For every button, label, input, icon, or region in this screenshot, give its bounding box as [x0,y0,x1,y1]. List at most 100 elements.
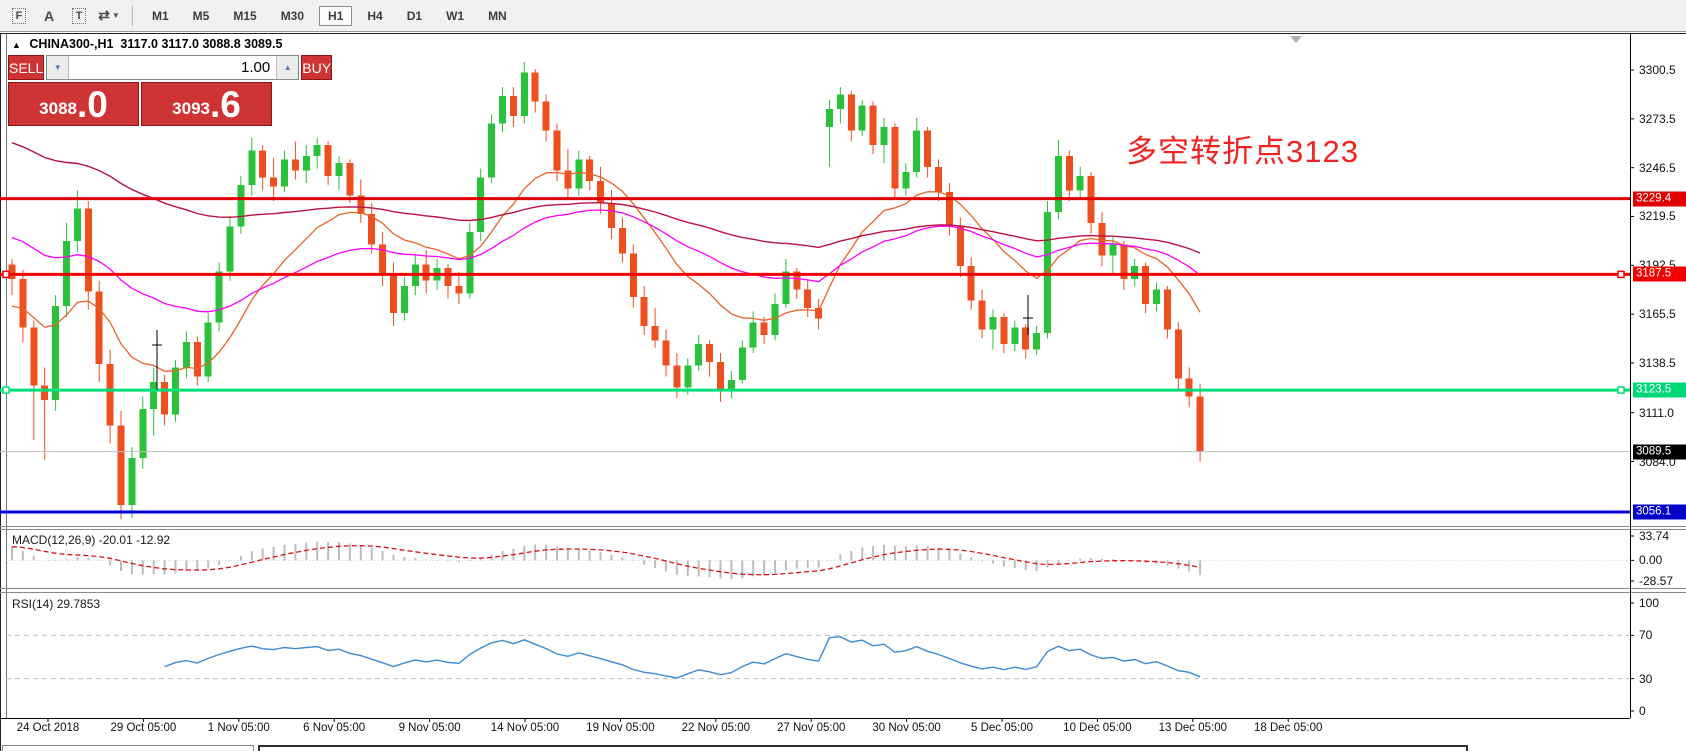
buy-price-display[interactable]: 3093 .6 [141,82,272,126]
macd-axis-label: -28.57 [1639,574,1674,588]
rsi-line [164,635,1201,679]
date-label: 6 Nov 05:00 [303,722,366,734]
candle-body [858,105,866,131]
candle-body [444,268,452,287]
price-tag-3056.1: 3056.1 [1633,504,1686,520]
candle-body [8,264,16,279]
timeframe-button-m1[interactable]: M1 [152,8,169,23]
candle-body [749,322,757,348]
candle-body [335,163,343,176]
arrows-tool-glyph: ⇄ [98,7,110,23]
timeframe-button-m30[interactable]: M30 [280,8,305,23]
timeframe-button-d1[interactable]: D1 [406,8,423,23]
candle-body [1000,316,1008,344]
candle-body [1065,155,1073,191]
grid-f-tool-icon[interactable]: F [6,4,32,28]
candle-body [270,177,278,187]
line-handle[interactable] [1617,270,1625,279]
candle-body [466,231,474,294]
timeframe-button-h1[interactable]: H1 [319,5,353,26]
bottom-window-fragment-right [258,745,1468,751]
volume-decrease-button[interactable]: ▼ [47,56,70,79]
date-label: 19 Nov 05:00 [586,722,655,734]
one-click-trade-panel: SELL ▼ ▲ BUY 3088 .0 3093 .6 [8,55,333,126]
candle-body [891,126,899,189]
candle-body [520,72,528,117]
candle-body [738,347,746,381]
candle-body [41,385,49,401]
candle-body [967,266,975,301]
price-tag-3089.5: 3089.5 [1633,444,1686,460]
buy-price-frac: .6 [209,83,241,125]
volume-increase-button[interactable]: ▲ [276,56,299,79]
candle-body [259,150,267,178]
buy-button[interactable]: BUY [301,55,333,80]
timeframe-button-mn[interactable]: MN [488,8,507,23]
price-tick-label: 3219.5 [1639,209,1676,224]
candle-body [117,425,125,505]
symbol-period-label: CHINA300-,H1 [29,37,114,51]
candle-body [727,380,735,392]
text-label-tool-icon[interactable]: A [36,4,62,28]
timeframe-button-w1[interactable]: W1 [446,8,465,23]
candle-body [204,322,212,377]
candle-body [302,155,310,171]
text-a-tool-label: A [43,7,55,24]
sell-button[interactable]: SELL [8,55,45,80]
candle-body [1174,329,1182,379]
textbox-tool-icon[interactable]: T [66,4,92,28]
candle-body [281,159,288,187]
candle-body [913,130,921,173]
candle-body [706,343,714,363]
line-handle[interactable] [2,270,10,279]
collapse-triangle-icon[interactable]: ▲ [12,40,21,50]
arrows-tool-icon[interactable]: ⇄ ▼ [96,4,122,28]
volume-stepper: ▼ ▲ [46,55,300,80]
candle-body [52,306,60,401]
price-tick-label: 3165.5 [1639,307,1676,322]
candle-body [815,307,823,319]
timeframe-button-m15[interactable]: M15 [233,8,257,23]
date-label: 14 Nov 05:00 [490,722,560,734]
candle-body [1022,327,1030,350]
macd-signal-line [11,545,1201,576]
candle-body [357,195,365,214]
candle-body [128,457,136,505]
candle-body [847,94,855,131]
line-handle[interactable] [1617,386,1625,394]
date-label: 18 Dec 05:00 [1253,722,1323,734]
candle-body [804,289,812,308]
chevron-down-icon[interactable]: ▼ [111,11,120,20]
line-handle[interactable] [2,386,10,394]
price-tick-label: 3273.5 [1639,111,1676,126]
candle-body [161,381,169,415]
buy-price-main: 3093 [172,99,210,118]
date-label: 5 Dec 05:00 [970,722,1034,734]
volume-input[interactable] [69,56,277,79]
sell-price-display[interactable]: 3088 .0 [8,82,139,126]
candle-body [1109,244,1117,256]
candle-body [455,286,463,294]
chart-text-annotation[interactable]: 多空转折点3123 [1126,134,1359,169]
timeframe-button-m5[interactable]: M5 [192,8,210,23]
candle-body [924,130,932,167]
candle-body [106,363,114,426]
price-tag-3187.5: 3187.5 [1633,266,1686,282]
macd-label: MACD(12,26,9) -20.01 -12.92 [12,533,171,547]
candle-body [379,244,387,276]
candle-body [880,126,888,146]
price-tick-label: 3300.5 [1639,63,1676,77]
chart-shift-triangle-icon[interactable] [1290,36,1302,43]
triangle-down-icon: ▼ [53,63,62,72]
candle-body [509,96,517,117]
candle-body [1120,244,1128,279]
candle-body [193,342,201,377]
candle-body [782,271,790,305]
candle-body [1163,289,1171,330]
candle-body [1131,266,1139,279]
toolbar: F A T ⇄ ▼ M1 M5 M15 M30 H1 H4 D1 W1 MN [0,0,1686,32]
timeframe-button-h4[interactable]: H4 [367,8,383,23]
date-label: 22 Nov 05:00 [681,722,751,734]
rsi-axis-label: 100 [1639,596,1660,610]
